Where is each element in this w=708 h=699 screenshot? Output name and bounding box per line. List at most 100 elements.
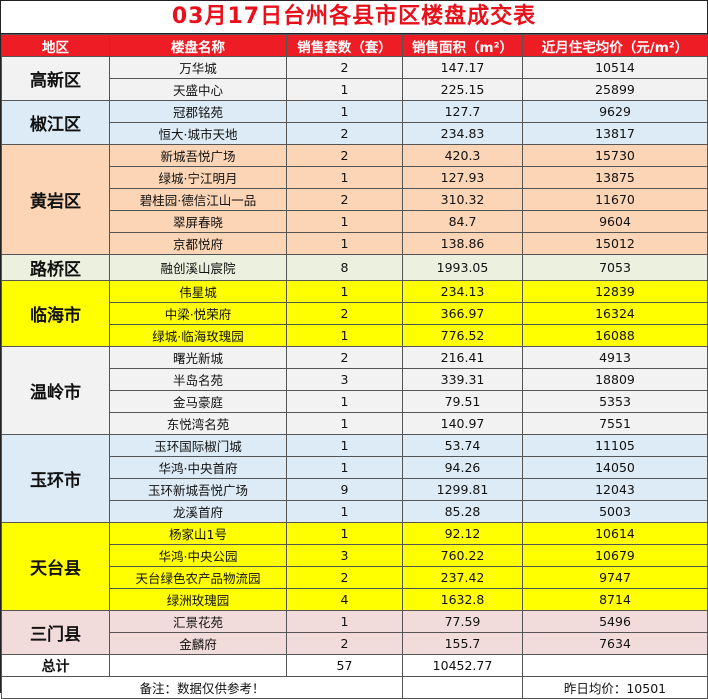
project-name-cell: 碧桂园·德信江山一品: [109, 188, 287, 211]
units-cell: 2: [286, 188, 403, 211]
header-price: 近月住宅均价（元/m²）: [522, 34, 708, 57]
sheet-title: 03月17日台州各县市区楼盘成交表: [1, 1, 707, 34]
table-row: 椒江区 冠郡铭苑 1 127.7 9629: [1, 100, 708, 145]
district-cell: 天台县: [1, 522, 110, 611]
table-row: 路桥区 融创溪山宸院 8 1993.05 7053: [1, 254, 708, 281]
project-name-cell: 华鸿·中央公园: [109, 544, 287, 567]
units-cell: 1: [286, 412, 403, 435]
area-cell: 147.17: [402, 56, 523, 79]
total-units: 57: [286, 654, 403, 677]
table-row: 金马豪庭 1 79.51 5353: [2, 390, 708, 413]
units-cell: 4: [286, 588, 403, 611]
price-cell: 9629: [522, 100, 708, 123]
table-row: 天台县 杨家山1号 1 92.12 10614: [1, 522, 708, 611]
district-cell: 椒江区: [1, 100, 110, 145]
units-cell: 2: [286, 144, 403, 167]
price-cell: 18809: [522, 368, 708, 391]
project-name-cell: 半岛名苑: [109, 368, 287, 391]
header-units: 销售套数（套）: [286, 34, 403, 57]
price-cell: 15012: [522, 232, 708, 255]
units-cell: 1: [286, 500, 403, 523]
units-cell: 2: [286, 302, 403, 325]
price-cell: 7634: [522, 632, 708, 655]
price-cell: 10679: [522, 544, 708, 567]
area-cell: 79.51: [402, 390, 523, 413]
note-text: 备注：数据仅供参考！: [1, 676, 403, 699]
project-name-cell: 汇景花苑: [109, 610, 287, 633]
project-name-cell: 金麟府: [109, 632, 287, 655]
total-price-empty: [522, 654, 708, 677]
price-cell: 10614: [522, 522, 708, 545]
price-cell: 12043: [522, 478, 708, 501]
area-cell: 127.93: [402, 166, 523, 189]
area-cell: 77.59: [402, 610, 523, 633]
area-cell: 237.42: [402, 566, 523, 589]
price-cell: 11670: [522, 188, 708, 211]
area-cell: 216.41: [402, 346, 523, 369]
project-name-cell: 绿洲玫瑰园: [109, 588, 287, 611]
total-row: 总计 57 10452.77: [1, 654, 708, 677]
area-cell: 225.15: [402, 78, 523, 101]
district-cell: 三门县: [1, 610, 110, 655]
table-row: 龙溪首府 1 85.28 5003: [2, 500, 708, 523]
units-cell: 1: [286, 390, 403, 413]
units-cell: 2: [286, 632, 403, 655]
price-cell: 4913: [522, 346, 708, 369]
area-cell: 85.28: [402, 500, 523, 523]
price-cell: 10514: [522, 56, 708, 79]
area-cell: 366.97: [402, 302, 523, 325]
area-cell: 420.3: [402, 144, 523, 167]
units-cell: 1: [286, 434, 403, 457]
district-cell: 高新区: [1, 56, 110, 101]
project-name-cell: 中梁·悦荣府: [109, 302, 287, 325]
table-row: 东悦湾名苑 1 140.97 7551: [2, 412, 708, 435]
yesterday-average-price: 昨日均价：10501: [522, 676, 708, 699]
project-name-cell: 京都悦府: [109, 232, 287, 255]
price-cell: 8714: [522, 588, 708, 611]
price-cell: 7053: [522, 254, 708, 281]
project-name-cell: 东悦湾名苑: [109, 412, 287, 435]
header-area: 销售面积（m²）: [402, 34, 523, 57]
area-cell: 1299.81: [402, 478, 523, 501]
total-label: 总计: [1, 654, 110, 677]
project-name-cell: 华鸿·中央首府: [109, 456, 287, 479]
area-cell: 310.32: [402, 188, 523, 211]
units-cell: 1: [286, 456, 403, 479]
note-spacer: [402, 676, 523, 699]
area-cell: 1632.8: [402, 588, 523, 611]
note-row: 备注：数据仅供参考！ 昨日均价：10501: [1, 676, 708, 699]
area-cell: 776.52: [402, 324, 523, 347]
units-cell: 9: [286, 478, 403, 501]
area-cell: 760.22: [402, 544, 523, 567]
project-name-cell: 恒大·城市天地: [109, 122, 287, 145]
units-cell: 2: [286, 566, 403, 589]
price-cell: 14050: [522, 456, 708, 479]
price-cell: 5353: [522, 390, 708, 413]
district-cell: 温岭市: [1, 346, 110, 435]
units-cell: 1: [286, 522, 403, 545]
table-row: 绿城·临海玫瑰园 1 776.52 16088: [2, 324, 708, 347]
sales-table: 地区 楼盘名称 销售套数（套） 销售面积（m²） 近月住宅均价（元/m²） 高新…: [1, 34, 708, 699]
table-row: 玉环市 玉环国际椒门城 1 53.74 11105: [1, 434, 708, 523]
area-cell: 127.7: [402, 100, 523, 123]
area-cell: 140.97: [402, 412, 523, 435]
project-name-cell: 翠屏春晓: [109, 210, 287, 233]
project-name-cell: 融创溪山宸院: [109, 254, 287, 281]
table-row: 京都悦府 1 138.86 15012: [2, 232, 708, 255]
header-project: 楼盘名称: [109, 34, 287, 57]
area-cell: 234.13: [402, 280, 523, 303]
price-cell: 16324: [522, 302, 708, 325]
price-cell: 11105: [522, 434, 708, 457]
units-cell: 1: [286, 166, 403, 189]
project-name-cell: 曙光新城: [109, 346, 287, 369]
project-name-cell: 天台绿色农产品物流园: [109, 566, 287, 589]
price-cell: 16088: [522, 324, 708, 347]
project-name-cell: 杨家山1号: [109, 522, 287, 545]
area-cell: 339.31: [402, 368, 523, 391]
area-cell: 53.74: [402, 434, 523, 457]
table-row: 黄岩区 新城吾悦广场 2 420.3 15730: [1, 144, 708, 255]
table-row: 高新区 万华城 2 147.17 10514: [1, 56, 708, 101]
table-row: 绿洲玫瑰园 4 1632.8 8714: [2, 588, 708, 611]
project-name-cell: 冠郡铭苑: [109, 100, 287, 123]
units-cell: 1: [286, 210, 403, 233]
